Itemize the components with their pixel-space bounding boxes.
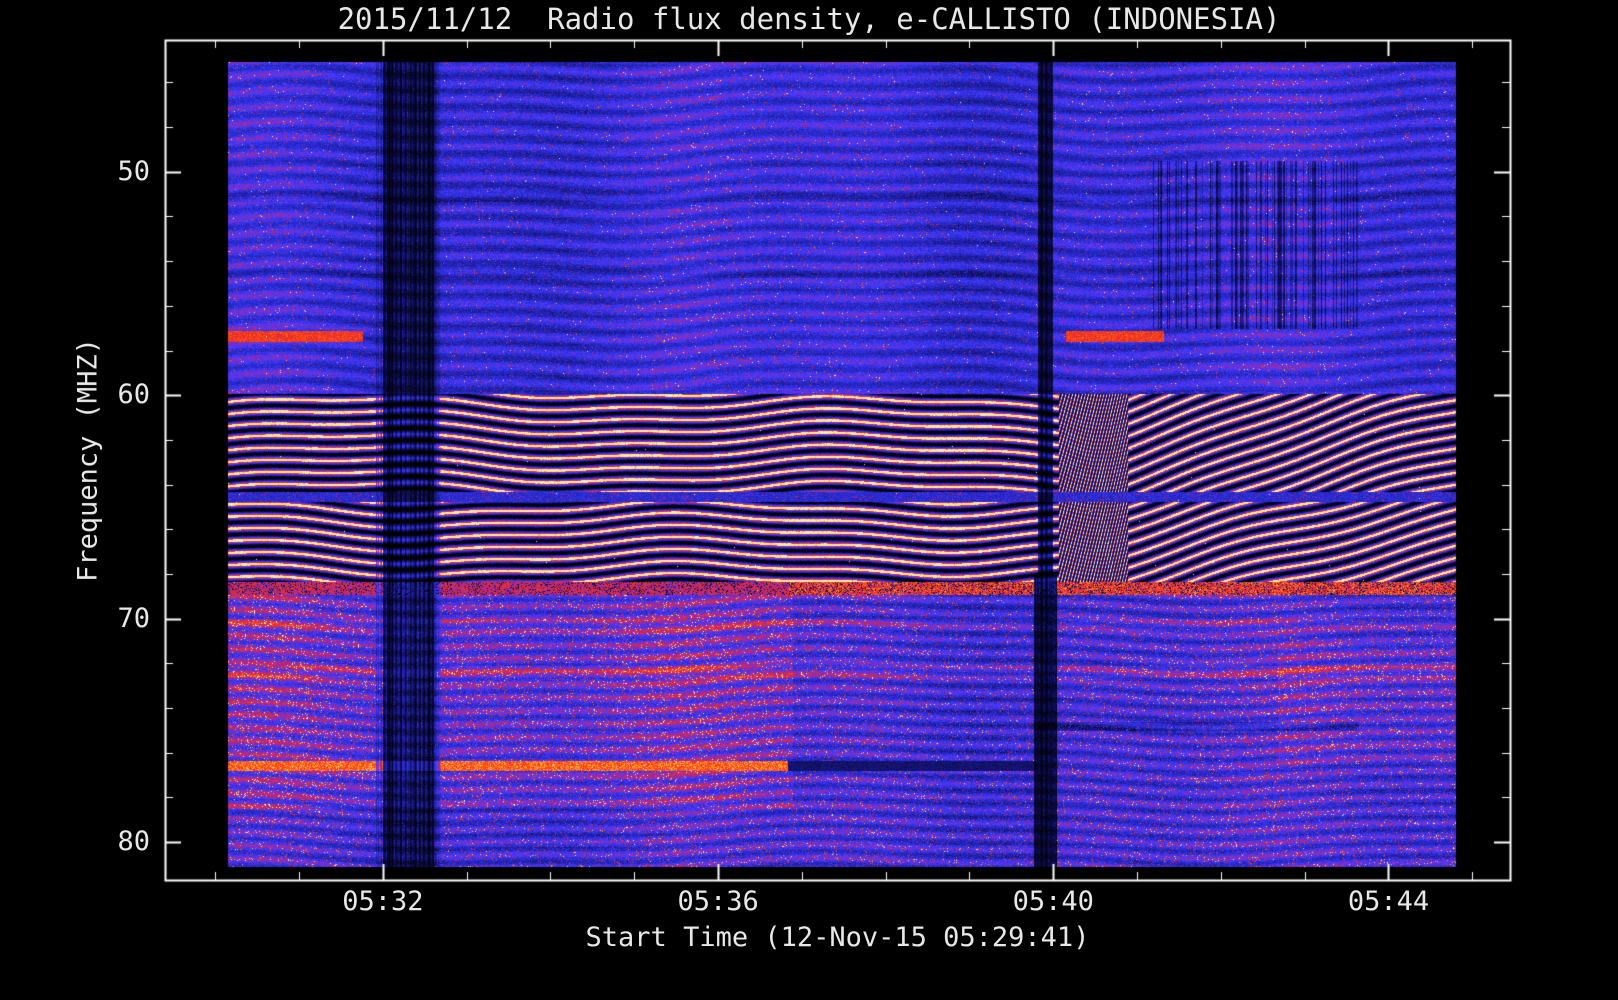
chart-title: 2015/11/12 Radio flux density, e-CALLIST… — [337, 2, 1281, 36]
y-axis-label: Frequency (MHZ) — [72, 338, 104, 582]
x-axis-label: Start Time (12-Nov-15 05:29:41) — [585, 922, 1090, 953]
